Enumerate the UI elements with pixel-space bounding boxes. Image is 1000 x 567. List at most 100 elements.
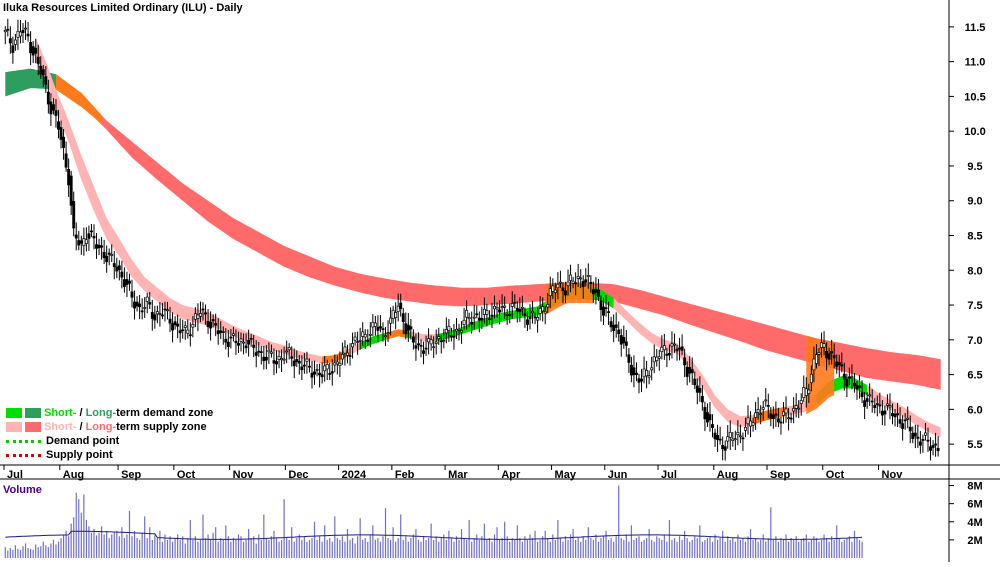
candle-layer [3,18,940,461]
price-candle [120,260,124,289]
price-candle [275,350,278,374]
volume-bar [83,494,85,558]
volume-bar [448,530,450,558]
price-candle [186,319,190,339]
price-candle [495,302,499,318]
volume-bar [220,538,222,558]
candle-body [439,340,443,343]
candle-body [850,376,854,379]
price-candle [90,223,93,238]
volume-bar [359,518,361,558]
price-candle [617,321,621,342]
volume-bar [486,539,488,558]
volume-bar [194,536,196,558]
volume-bar [542,536,544,558]
price-candle [214,313,218,337]
price-candle [401,307,405,335]
legend-short-demand-swatch [6,408,22,418]
volume-bar [313,521,316,558]
price-candle [708,401,712,432]
candle-body [406,324,410,331]
price-candle [310,360,314,389]
candle-body [564,290,567,296]
price-candle [115,257,119,279]
price-candle [754,401,758,430]
candle-body [54,110,58,116]
price-candle [513,294,517,309]
candle-body [102,251,106,258]
volume-bar [481,536,483,558]
month-tick-label: Nov [882,469,904,481]
volume-bar [126,534,128,558]
volume-layer: 8M 6M 4M 2M [4,481,983,558]
volume-bar [666,541,668,558]
candle-body [685,366,689,377]
price-candle [764,388,768,407]
volume-bar [770,507,772,558]
volume-bar [52,539,55,558]
volume-bar [676,541,678,558]
candle-body [832,355,836,359]
candle-body [6,28,10,31]
price-candle [711,414,714,438]
volume-bar [245,539,247,558]
candle-body [92,235,96,239]
volume-bar [357,536,359,558]
volume-bar [4,547,6,558]
volume-bar [752,539,754,558]
volume-bar [747,536,749,558]
volume-bar [668,519,671,558]
price-candle [371,314,375,336]
price-candle [462,307,466,330]
candle-body [837,362,841,366]
candle-body [662,345,666,351]
candle-body [640,378,643,382]
price-candle [457,323,461,341]
price-candle [16,19,20,50]
candle-body [746,417,750,425]
price-candle [133,290,136,320]
legend-supply-point: Supply point [6,448,213,462]
volume-bar [433,539,435,558]
candle-body [155,311,159,315]
candle-body [883,410,887,415]
volume-bar [212,532,214,558]
candle-body [655,356,659,361]
price-candle [328,362,332,380]
volume-bar [159,530,161,558]
price-candle [842,362,846,391]
price-candle [302,353,306,374]
candle-body [652,356,656,363]
month-tick-label: Aug [63,469,84,481]
price-candle [424,335,428,356]
volume-bar [232,538,235,558]
candle-body [589,282,593,284]
price-candle [662,333,666,360]
volume-bar [506,536,508,558]
volume-bar [123,538,126,558]
candle-body [51,104,55,111]
candle-body [536,317,540,321]
volume-bar [742,538,744,558]
price-candle [756,397,760,420]
candle-body [447,325,451,331]
price-candle [41,64,45,88]
volume-bar [800,539,802,558]
price-candle [376,315,380,343]
candle-body [130,291,134,298]
price-candle [171,312,175,343]
volume-bar [734,541,736,558]
price-candle [297,355,301,375]
price-candle [853,372,856,393]
candle-body [178,330,182,334]
volume-bar [836,525,838,558]
volume-bar [240,536,242,558]
price-candle [46,79,50,114]
volume-bar [280,539,283,558]
price-candle [543,305,547,325]
volume-bar [709,536,711,558]
volume-bar [435,536,437,558]
candle-body [62,136,66,148]
legend-short-supply-swatch [6,422,22,432]
volume-bar [511,538,513,558]
